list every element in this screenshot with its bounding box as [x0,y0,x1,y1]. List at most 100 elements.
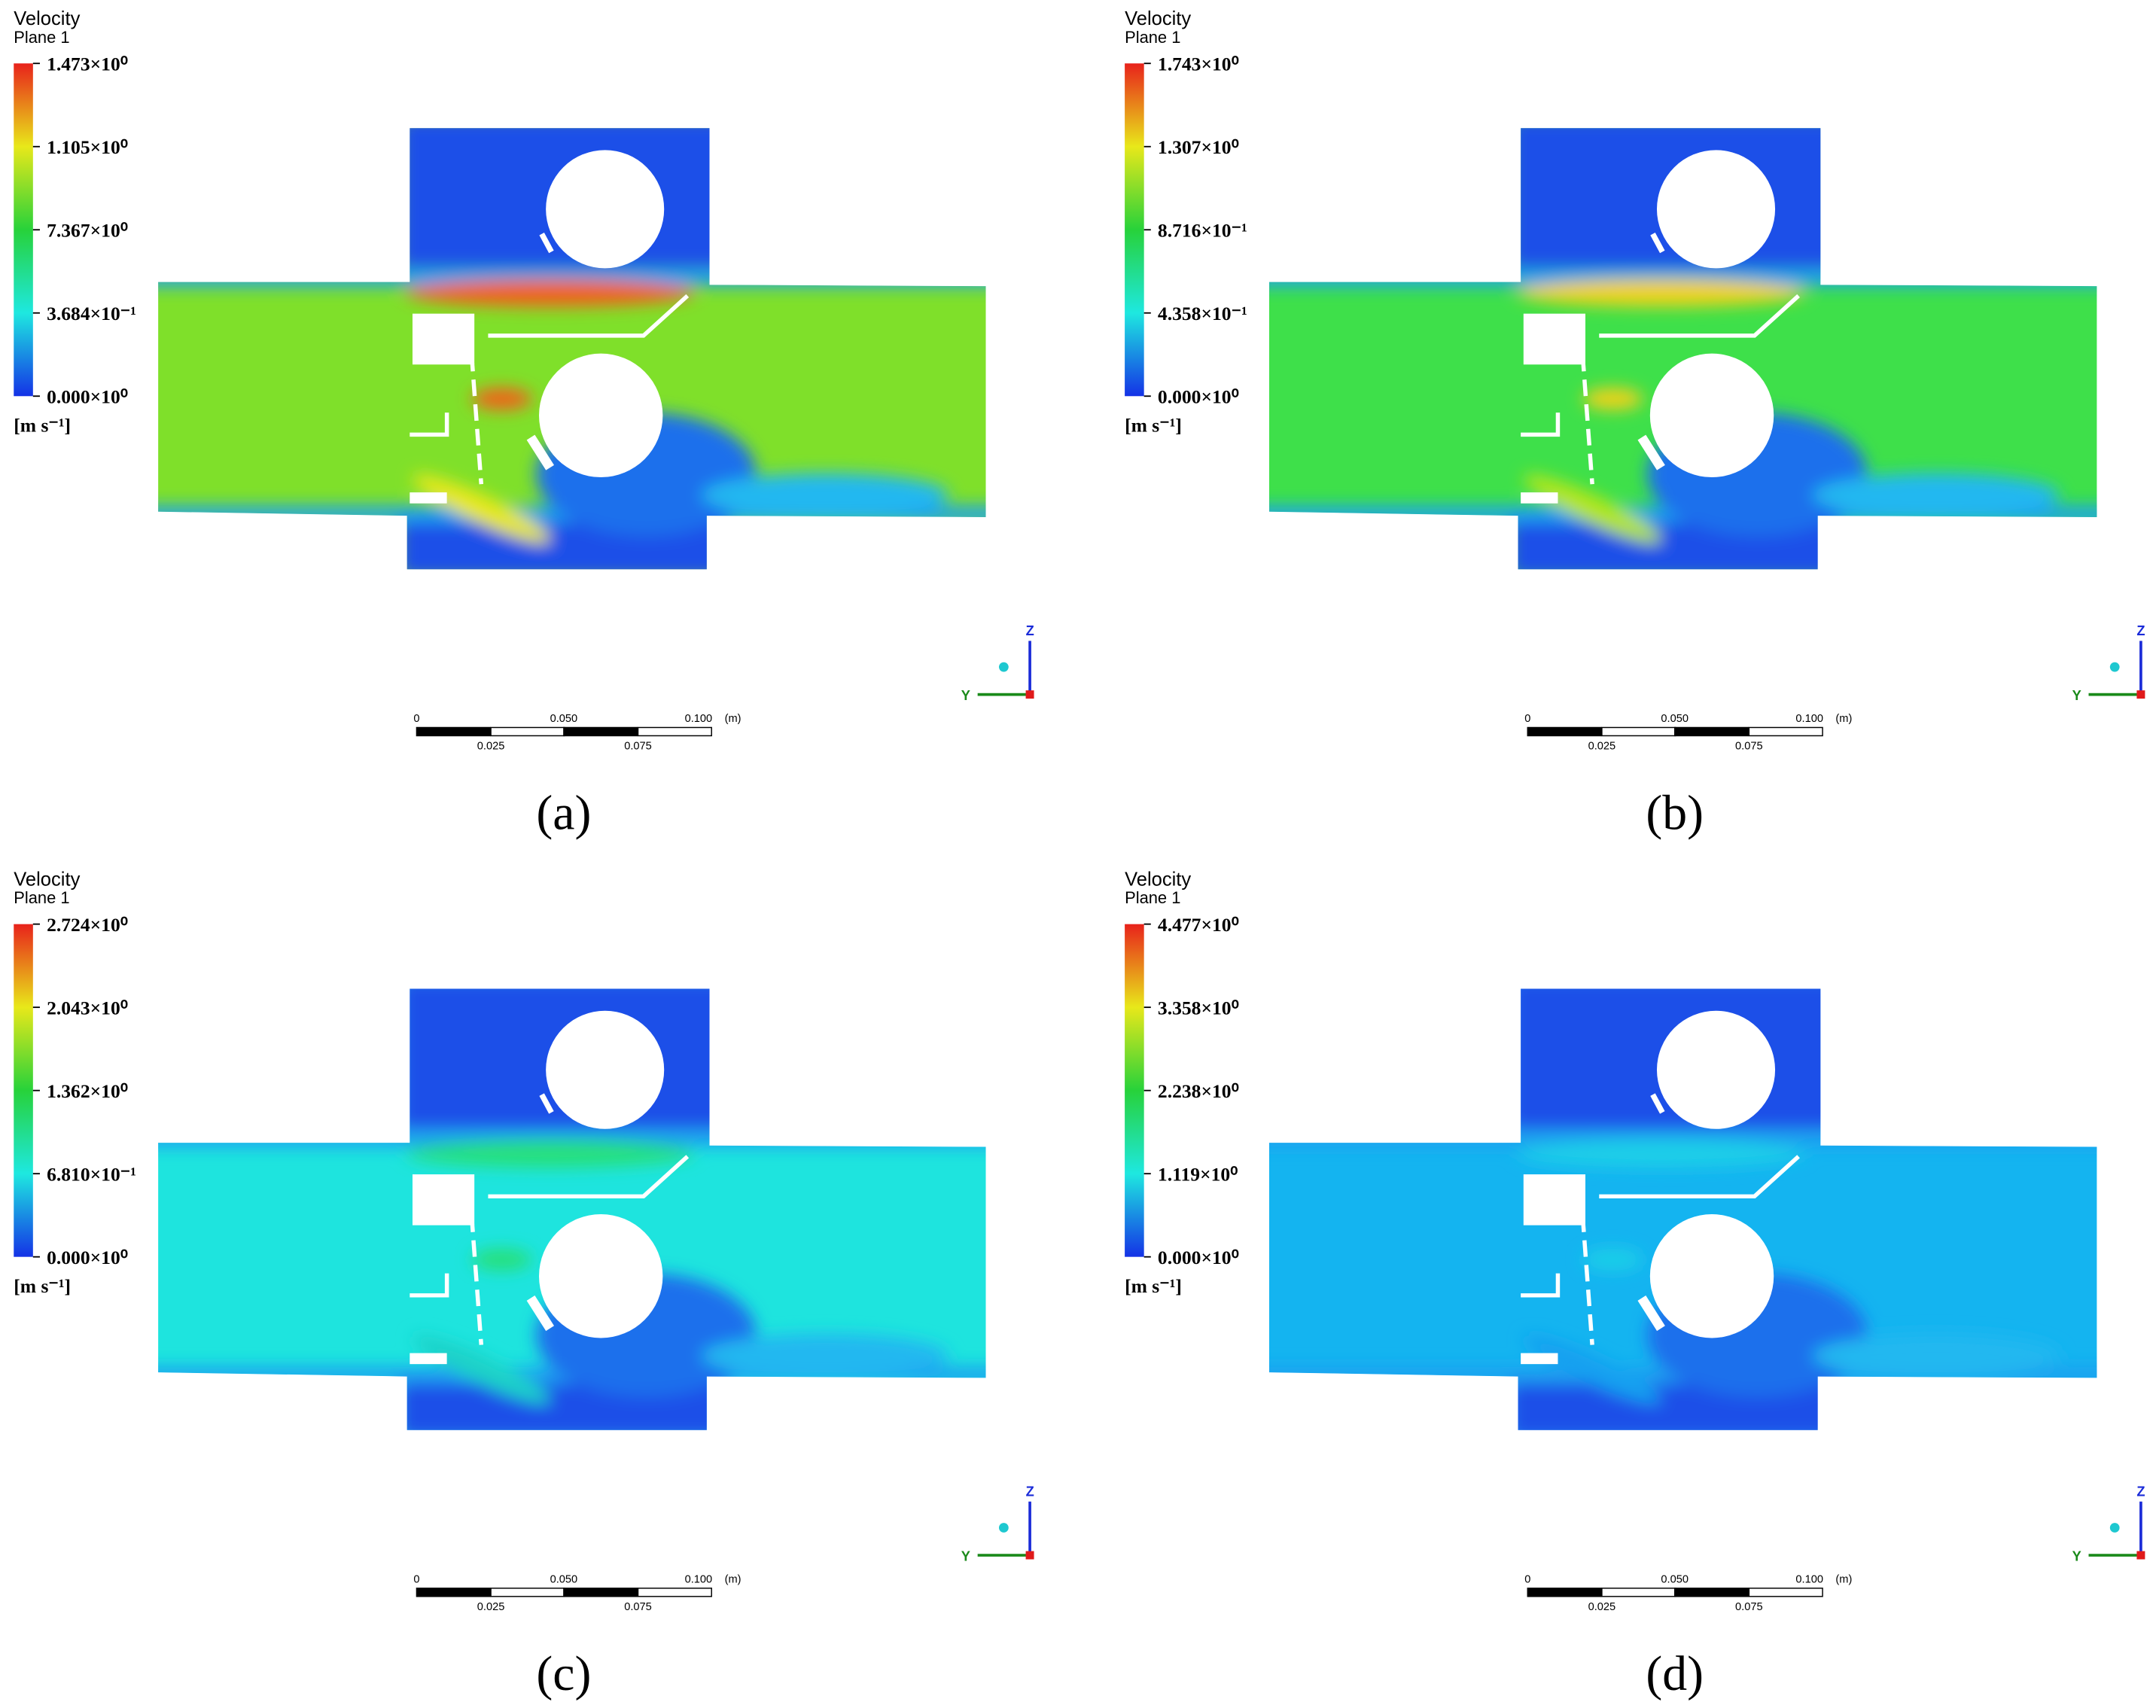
colorbar-label: 8.716×10⁻¹ [1158,219,1247,241]
legend-title: Velocity [14,869,80,891]
cylinder [539,1214,663,1338]
colorbar-unit: [m s⁻¹] [1125,1275,1182,1297]
scale-label: (m) [725,713,742,725]
colorbar [14,63,33,397]
colorbar-label: 7.367×10⁰ [47,219,128,241]
scale-segment [637,726,712,737]
colorbar-label: 0.000×10⁰ [1158,1247,1239,1268]
domain [1268,988,2097,1430]
scale-label: 0.025 [1588,741,1616,753]
cylinder [1656,150,1776,269]
scale-label: 0.075 [624,1601,652,1613]
wake [701,473,949,517]
axis-origin [1025,1551,1034,1560]
scale-label: 0.100 [1795,1574,1823,1586]
scale-segment [416,1588,491,1597]
scale-label: 0.050 [550,713,578,725]
axis-label: Z [2136,623,2145,638]
scale-segment [563,1588,638,1597]
jet [471,1248,532,1271]
blade [539,1093,554,1114]
blade [1637,1295,1665,1332]
axis-x [2109,662,2120,672]
scale-segment [1601,1588,1676,1597]
colorbar-label: 4.477×10⁰ [1158,914,1239,936]
legend-subtitle: Plane 1 [1125,888,1180,907]
caption: (d) [1646,1646,1704,1701]
blade [1650,1093,1665,1114]
scale-label: 0.100 [685,1574,713,1586]
scale-label: 0.075 [1735,741,1763,753]
baffle [1599,294,1800,338]
axis-label: Z [2136,1483,2145,1499]
colorbar-label: 3.358×10⁰ [1158,997,1239,1018]
cylinder [546,1010,665,1129]
baffle [1523,313,1585,365]
jet [405,1140,695,1168]
scale-segment [1601,726,1676,737]
colorbar-label: 0.000×10⁰ [1158,385,1239,407]
blade [469,355,484,485]
jet [1523,474,1661,543]
colorbar-label: 1.743×10⁰ [1158,53,1239,75]
baffle [410,492,447,504]
legend-subtitle: Plane 1 [14,888,69,907]
scale-label: 0 [1524,713,1530,725]
axis-x [998,662,1009,672]
scale-label: 0.050 [1661,713,1689,725]
colorbar-label: 2.238×10⁰ [1158,1080,1239,1102]
cylinder [1649,353,1774,478]
wake [701,1333,949,1378]
scale-label: 0 [413,1574,419,1586]
scale-segment [637,1588,712,1597]
baffle [410,1273,449,1298]
baffle [1599,1155,1800,1199]
blobs [1268,988,2097,1430]
axis-origin [2136,690,2145,699]
blade [1650,233,1665,254]
flow-field [1268,988,2097,1430]
caption: (b) [1646,786,1704,841]
scale-label: 0.075 [1735,1601,1763,1613]
legend-subtitle: Plane 1 [1125,28,1180,47]
scale-segment [563,726,638,737]
cylinder [539,353,663,478]
domain [1268,128,2097,570]
axis-origin [2136,1551,2145,1560]
jet [405,279,695,307]
baffle [488,1155,690,1199]
axis-label: Y [961,1548,970,1563]
blade [1580,1215,1594,1345]
colorbar-label: 1.307×10⁰ [1158,136,1239,158]
baffle [1521,1353,1558,1365]
colorbar-label: 1.473×10⁰ [47,53,128,75]
scale-segment [1673,1588,1749,1597]
axis-label: Z [1026,623,1034,638]
blade [526,1295,555,1332]
scale-segment [1748,726,1823,737]
jet [1516,279,1806,307]
blade [526,434,555,470]
scale-label: (m) [1835,713,1852,725]
wake [1812,473,2060,517]
scale-label: (m) [725,1574,742,1586]
axis-x [998,1523,1009,1533]
scale-label: 0.025 [1588,1601,1616,1613]
colorbar-unit: [m s⁻¹] [14,1275,71,1297]
scale-label: 0.050 [550,1574,578,1586]
scale-label: 0 [413,713,419,725]
legend-title: Velocity [1125,8,1191,29]
cylinder [1649,1214,1774,1338]
scale-label: (m) [1835,1574,1852,1586]
flow-field [158,128,986,570]
baffle [410,413,449,437]
colorbar [14,924,33,1257]
axis-x [2109,1523,2120,1533]
jet [1516,1140,1806,1168]
baffle [1521,413,1561,437]
colorbar-label: 3.684×10⁻¹ [47,303,136,324]
